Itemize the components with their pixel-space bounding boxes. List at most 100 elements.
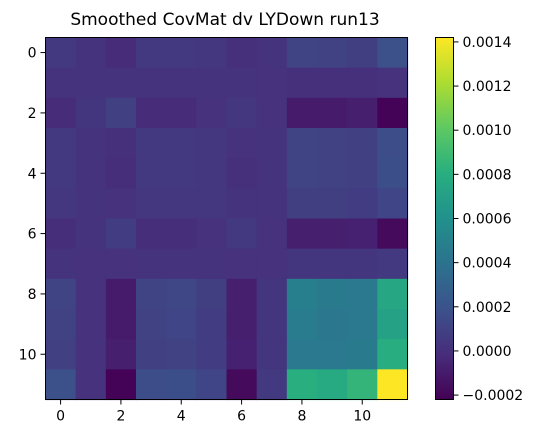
heatmap-cell-r4-c1 [75, 158, 107, 189]
heatmap-cell-r9-c10 [347, 309, 378, 340]
heatmap-cell-r8-c6 [226, 278, 258, 310]
heatmap-cell-r8-c5 [196, 278, 228, 310]
colorbar [435, 37, 454, 400]
heatmap-cell-r10-c4 [166, 339, 197, 370]
heatmap-cell-r7-c8 [286, 248, 318, 280]
heatmap-cell-r5-c0 [45, 188, 77, 220]
heatmap-cell-r11-c0 [45, 369, 77, 401]
heatmap-cell-r3-c1 [75, 128, 107, 159]
heatmap-cell-r0-c8 [286, 37, 318, 69]
heatmap-cell-r3-c11 [377, 128, 409, 159]
colorbar-tick-label: 0.0012 [463, 79, 512, 95]
heatmap-cell-r4-c6 [226, 158, 258, 189]
heatmap-cell-r3-c0 [45, 128, 77, 159]
heatmap-cell-r11-c10 [347, 369, 378, 401]
y-axis: 0 2 4 6 8 10 [19, 46, 46, 363]
heatmap-cell-r3-c4 [166, 128, 197, 159]
colorbar-tick-label: 0.0002 [463, 300, 512, 316]
heatmap-cell-r4-c4 [166, 158, 197, 189]
heatmap-cell-r4-c2 [105, 158, 137, 189]
heatmap-cell-r0-c2 [105, 37, 137, 69]
chart-title: Smoothed CovMat dv LYDown run13 [70, 10, 379, 30]
heatmap-cell-r6-c11 [377, 218, 409, 250]
heatmap-cell-r10-c8 [286, 339, 318, 370]
heatmap-cell-r2-c6 [226, 97, 258, 129]
heatmap-cell-r8-c2 [105, 278, 137, 310]
heatmap-cell-r1-c7 [256, 67, 288, 99]
heatmap-cell-r10-c7 [256, 339, 288, 370]
heatmap-cell-r2-c2 [105, 97, 137, 129]
heatmap-cell-r9-c3 [136, 309, 167, 340]
heatmap-cell-r11-c4 [166, 369, 197, 401]
heatmap-cell-r10-c5 [196, 339, 228, 370]
heatmap-cell-r2-c0 [45, 97, 77, 129]
heatmap-cell-r4-c8 [286, 158, 318, 189]
heatmap-cell-r10-c0 [45, 339, 77, 370]
y-tick-label: 2 [28, 106, 37, 122]
heatmap-cell-r11-c3 [136, 369, 167, 401]
heatmap-cell-r9-c2 [105, 309, 137, 340]
plot-frame [45, 37, 408, 400]
heatmap-cell-r8-c11 [377, 278, 409, 310]
heatmap-cell-r4-c10 [347, 158, 378, 189]
heatmap-cell-r4-c3 [136, 158, 167, 189]
y-tick-label: 8 [28, 287, 37, 303]
heatmap-cell-r4-c9 [317, 158, 348, 189]
heatmap-cell-r5-c8 [286, 188, 318, 220]
heatmap-cell-r7-c10 [347, 248, 378, 280]
heatmap-cell-r6-c5 [196, 218, 228, 250]
heatmap-cell-r11-c11 [377, 369, 409, 401]
heatmap-cell-r11-c7 [256, 369, 288, 401]
heatmap-cell-r1-c6 [226, 67, 258, 99]
heatmap-cell-r8-c3 [136, 278, 167, 310]
heatmap-cell-r6-c3 [136, 218, 167, 250]
heatmap-cell-r8-c1 [75, 278, 107, 310]
heatmap-cell-r9-c7 [256, 309, 288, 340]
heatmap-cell-r11-c5 [196, 369, 228, 401]
heatmap-cell-r7-c11 [377, 248, 409, 280]
heatmap-cell-r3-c3 [136, 128, 167, 159]
x-tick-label: 10 [353, 409, 371, 425]
heatmap-cell-r9-c0 [45, 309, 77, 340]
heatmap-cell-r7-c2 [105, 248, 137, 280]
heatmap-cell-r5-c2 [105, 188, 137, 220]
heatmap-cell-r9-c9 [317, 309, 348, 340]
heatmap-cell-r7-c0 [45, 248, 77, 280]
heatmap-cell-r1-c0 [45, 67, 77, 99]
heatmap-cell-r2-c10 [347, 97, 378, 129]
heatmap-cell-r6-c4 [166, 218, 197, 250]
y-tick-label: 4 [28, 166, 37, 182]
heatmap-cell-r8-c8 [286, 278, 318, 310]
heatmap-cell-r1-c3 [136, 67, 167, 99]
heatmap-cell-r8-c9 [317, 278, 348, 310]
y-tick-label: 6 [28, 227, 37, 243]
heatmap-cell-r7-c6 [226, 248, 258, 280]
heatmap-cell-r5-c6 [226, 188, 258, 220]
heatmap-cell-r7-c7 [256, 248, 288, 280]
heatmap-cell-r0-c5 [196, 37, 228, 69]
heatmap-cell-r11-c9 [317, 369, 348, 401]
heatmap-cell-r5-c1 [75, 188, 107, 220]
x-tick-label: 4 [177, 409, 186, 425]
heatmap-cell-r5-c10 [347, 188, 378, 220]
colorbar-tick-label: 0.0006 [463, 212, 512, 228]
heatmap-cell-r8-c0 [45, 278, 77, 310]
heatmap-cell-r4-c0 [45, 158, 77, 189]
heatmap-cell-r11-c6 [226, 369, 258, 401]
heatmap-cell-r5-c11 [377, 188, 409, 220]
heatmap-cell-r1-c8 [286, 67, 318, 99]
x-tick-label: 8 [297, 409, 306, 425]
heatmap-cell-r10-c9 [317, 339, 348, 370]
heatmap-cell-r0-c7 [256, 37, 288, 69]
heatmap-cell-r9-c11 [377, 309, 409, 340]
heatmap-cell-r9-c4 [166, 309, 197, 340]
colorbar-tick-label: 0.0004 [463, 256, 512, 272]
heatmap-cell-r0-c3 [136, 37, 167, 69]
heatmap-cell-r11-c2 [105, 369, 137, 401]
x-tick-label: 6 [237, 409, 246, 425]
heatmap-cell-r0-c0 [45, 37, 77, 69]
heatmap-cell-r5-c4 [166, 188, 197, 220]
heatmap-cell-r3-c10 [347, 128, 378, 159]
heatmap-cell-r10-c11 [377, 339, 409, 370]
